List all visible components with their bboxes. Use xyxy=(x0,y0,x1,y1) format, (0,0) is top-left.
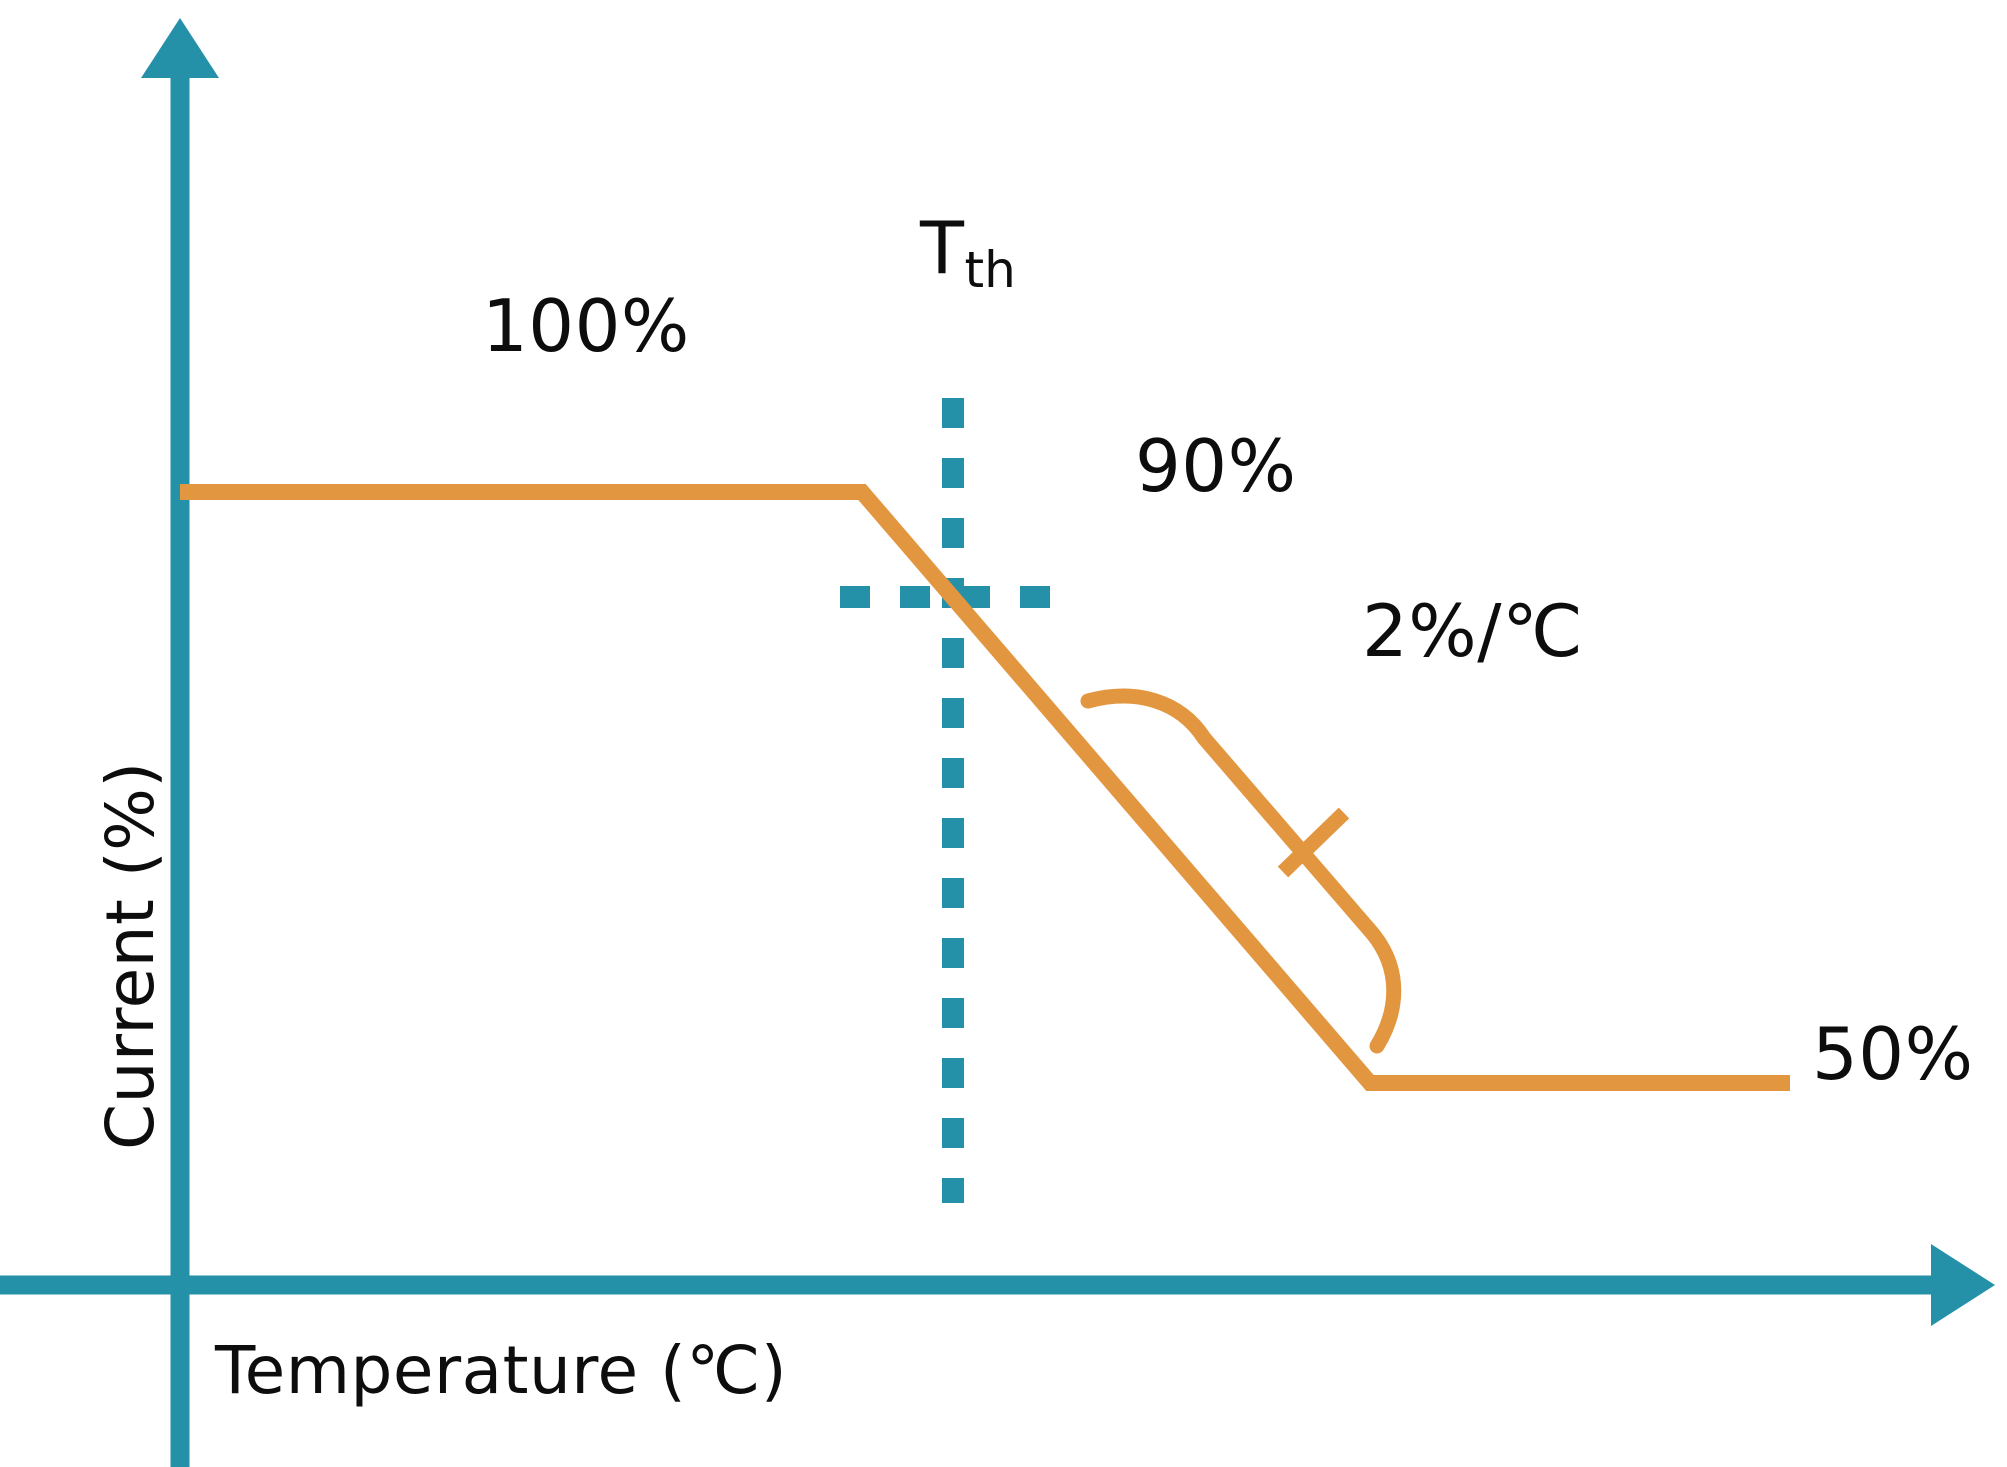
arrow-up-icon xyxy=(141,18,219,78)
x-axis-title: Temperature (℃) xyxy=(215,1332,788,1409)
reference-lines-group xyxy=(840,398,1062,1203)
label-100-percent: 100% xyxy=(482,284,690,368)
label-90-percent: 90% xyxy=(1135,424,1297,508)
derating-curve-line xyxy=(180,484,1790,1091)
derating-curve-group xyxy=(180,484,1790,1091)
axes-group xyxy=(0,18,1995,1467)
slope-brace xyxy=(1080,688,1402,1054)
slope-brace-group xyxy=(1080,688,1402,1054)
label-derating-rate: 2%/℃ xyxy=(1362,589,1584,673)
label-tth-subscript: th xyxy=(964,241,1016,299)
label-tth: Tth xyxy=(920,212,1016,295)
slope-brace-leader-line xyxy=(1277,807,1350,878)
arrow-right-icon xyxy=(1931,1244,1995,1326)
label-tth-base: T xyxy=(920,206,965,290)
label-50-percent: 50% xyxy=(1812,1012,1974,1096)
y-axis-title: Current (%) xyxy=(92,761,169,1150)
